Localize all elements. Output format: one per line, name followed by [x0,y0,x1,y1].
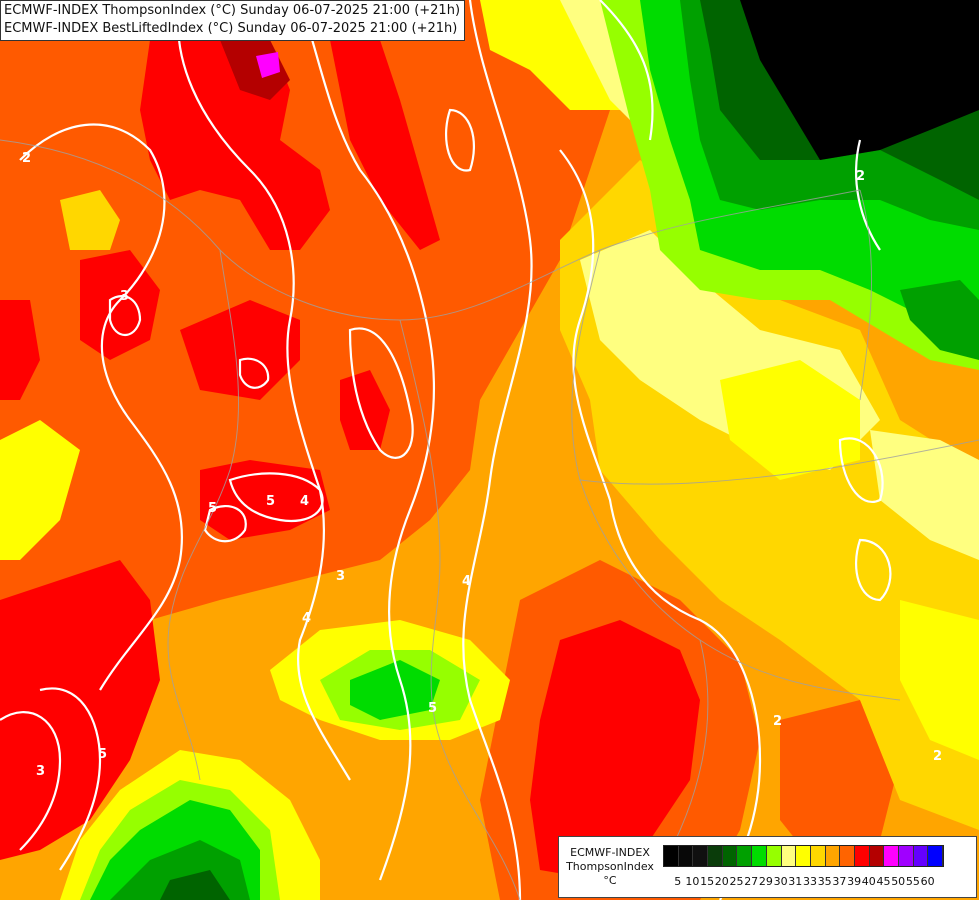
contour-label: 4 [302,611,311,626]
legend-swatch [664,846,679,866]
legend-ticks: 5 10 15 20 25 27 29 30 31 33 35 37 39 40 45 50 55 60 [663,875,975,889]
legend-swatch [708,846,723,866]
legend-tick-label: 35 [817,875,832,888]
legend-swatch [722,846,738,866]
legend-tick-label: 15 [700,875,715,888]
legend-swatch [678,846,694,866]
legend-tick-label: 29 [758,875,773,888]
legend-tick-label: 30 [773,875,788,888]
legend-tick-label: 25 [729,875,744,888]
legend-tick-label: 27 [744,875,759,888]
legend-swatch [796,846,811,866]
legend-tick-label: 60 [920,875,935,888]
legend-swatch [737,846,753,866]
contour-label: 3 [120,289,129,304]
legend-swatch [899,846,914,866]
legend-tick-label: 50 [891,875,906,888]
legend-title-line-1: ECMWF-INDEX [570,846,650,859]
contour-label: 5 [428,701,437,716]
contour-label: 5 [208,501,217,516]
legend-tick-label: 33 [803,875,817,888]
legend-tick-label: 5 [674,875,682,888]
legend-tick-label: 45 [876,875,891,888]
legend-swatch [840,846,855,866]
contour-label: 4 [300,494,309,509]
contour-label: 2 [856,169,865,184]
legend-swatch [825,846,841,866]
legend-tick-label: 20 [714,875,729,888]
legend-title-line-2: ThompsonIndex [566,860,654,873]
legend-color-bar [663,845,945,867]
legend-swatch [781,846,797,866]
legend-swatch [884,846,899,866]
legend-swatch [928,846,944,866]
legend-tick-label: 39 [847,875,862,888]
legend-swatch [854,846,870,866]
legend-swatch [913,846,929,866]
color-legend: ECMWF-INDEX ThompsonIndex °C 5 10 15 20 25 27… [558,836,977,898]
legend-tick-label: 40 [861,875,876,888]
contour-label: 2 [773,714,782,729]
legend-title: ECMWF-INDEX ThompsonIndex °C [561,846,659,888]
contour-label: 3 [336,569,345,584]
contour-label: 5 [266,494,275,509]
legend-tick-label: 37 [832,875,847,888]
title-line-2: ECMWF-INDEX BestLiftedIndex (°C) Sunday … [4,21,458,36]
legend-swatch [766,846,782,866]
legend-swatch [810,846,826,866]
legend-tick-label: 55 [905,875,920,888]
title-line-1: ECMWF-INDEX ThompsonIndex (°C) Sunday 06… [4,3,461,18]
legend-unit: °C [603,874,617,887]
contour-label: 4 [462,574,471,589]
map-title-box: ECMWF-INDEX ThompsonIndex (°C) Sunday 06… [0,0,466,41]
contour-label: 3 [36,764,45,779]
contour-label: 2 [22,151,31,166]
legend-swatch [693,846,709,866]
legend-tick-label: 10 [685,875,700,888]
legend-swatch [752,846,767,866]
legend-swatch [869,846,885,866]
legend-tick-label: 31 [788,875,803,888]
contour-label: 5 [98,747,107,762]
contour-label: 2 [933,749,942,764]
